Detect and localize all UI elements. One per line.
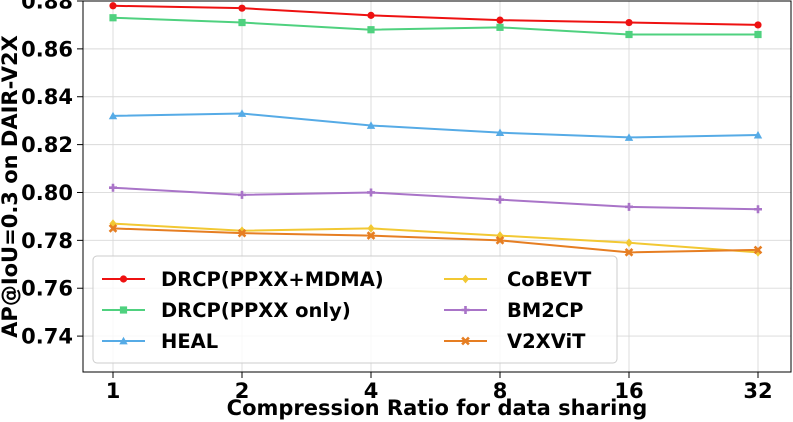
data-point (237, 228, 247, 238)
data-point (108, 111, 118, 120)
y-axis: 0.74 0.76 0.78 0.80 0.82 0.84 0.86 0.88 (21, 0, 83, 349)
legend-label: DRCP(PPXX only) (161, 299, 351, 322)
data-point (367, 26, 375, 34)
data-point (109, 14, 117, 22)
data-point (496, 195, 504, 204)
legend-marker (119, 336, 128, 345)
legend-item: V2XViT (444, 330, 586, 353)
x-tick-label: 4 (364, 379, 379, 403)
data-point (625, 238, 633, 248)
data-point (367, 11, 375, 19)
legend-item: BM2CP (444, 299, 583, 322)
data-point (237, 109, 247, 117)
data-point (624, 133, 634, 141)
series-0 (109, 2, 762, 29)
series-5 (108, 224, 763, 257)
data-point (238, 18, 246, 27)
data-point (625, 18, 633, 27)
series-line (112, 112, 759, 139)
data-point (238, 4, 246, 12)
legend-box (92, 255, 618, 364)
data-point (625, 202, 633, 211)
data-point (108, 224, 118, 233)
data-point (754, 21, 762, 29)
data-point (495, 236, 505, 245)
x-tick-label: 1 (106, 379, 121, 403)
legend-item: HEAL (102, 330, 218, 353)
legend-label: CoBEVT (507, 268, 592, 291)
data-point (238, 190, 246, 199)
data-point (367, 223, 375, 233)
data-point (753, 245, 763, 255)
x-tick-label: 2 (235, 379, 250, 403)
legend-marker (119, 306, 128, 314)
y-tick-label: 0.88 (21, 0, 73, 14)
data-point (109, 219, 117, 228)
data-point (495, 128, 505, 137)
legend-marker (119, 275, 128, 283)
series-2 (108, 109, 763, 141)
y-tick-label: 0.80 (21, 181, 73, 205)
data-point (753, 130, 763, 139)
plot-frame (82, 0, 792, 373)
series-lines (108, 2, 763, 257)
legend-marker (461, 274, 470, 284)
data-point (238, 226, 246, 236)
y-tick-label: 0.78 (21, 229, 73, 253)
series-1 (109, 14, 762, 39)
series-line (112, 4, 759, 26)
series-line (112, 186, 759, 211)
legend-item: CoBEVT (444, 268, 592, 291)
legend-label: DRCP(PPXX+MDMA) (161, 268, 384, 291)
data-point (366, 231, 376, 240)
data-point (625, 30, 633, 39)
data-point (366, 121, 376, 129)
legend-marker (461, 336, 470, 346)
y-tick-label: 0.76 (21, 277, 73, 301)
series-line (112, 16, 758, 36)
legend-item: DRCP(PPXX only) (102, 299, 351, 322)
series-line (112, 227, 759, 254)
series-4 (109, 183, 762, 214)
legend-label: BM2CP (507, 299, 583, 322)
data-point (754, 30, 762, 39)
x-tick-label: 16 (614, 379, 643, 403)
y-tick-label: 0.74 (21, 325, 73, 349)
legend-item: DRCP(PPXX+MDMA) (102, 268, 384, 291)
data-point (496, 16, 504, 24)
data-point (496, 23, 504, 31)
x-tick-label: 32 (743, 379, 772, 403)
y-tick-label: 0.82 (21, 133, 73, 157)
y-axis-label: AP@IoU=0.3 on DAIR-V2X (0, 35, 22, 338)
series-line (112, 222, 759, 254)
x-axis: 1 2 4 8 16 32 (106, 372, 773, 403)
x-axis-label: Compression Ratio for data sharing (227, 396, 648, 420)
data-point (109, 2, 117, 10)
data-point (109, 183, 117, 192)
x-tick-label: 8 (493, 379, 508, 403)
y-tick-label: 0.84 (21, 85, 73, 109)
data-point (367, 188, 375, 197)
data-point (624, 248, 634, 257)
legend-label: V2XViT (507, 330, 586, 353)
legend: DRCP(PPXX+MDMA) DRCP(PPXX only) HEAL CoBEVT… (92, 255, 618, 364)
legend-label: HEAL (161, 330, 218, 353)
data-point (754, 205, 762, 214)
y-tick-label: 0.86 (21, 37, 73, 61)
legend-marker (461, 306, 470, 314)
